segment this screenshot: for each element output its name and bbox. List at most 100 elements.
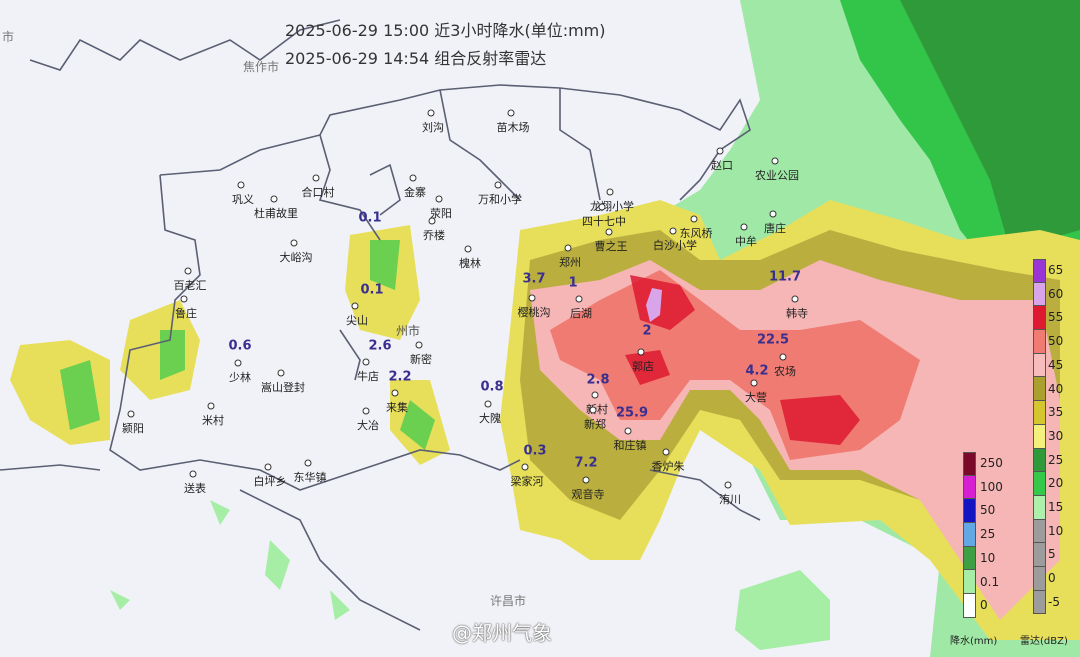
place-label: 龙翔小学	[590, 200, 634, 213]
place-label: 米村	[202, 414, 224, 427]
place-label: 郑州	[559, 256, 581, 269]
legend-label: 15	[1048, 500, 1064, 514]
legend-label: 20	[1048, 476, 1064, 491]
place-label: 大隗	[479, 412, 501, 425]
place-marker-icon	[528, 294, 536, 302]
rainfall-value: 0.6	[228, 338, 252, 354]
place-label: 乔楼	[423, 229, 445, 242]
rainfall-value: 2.2	[388, 369, 412, 385]
place-marker-icon	[598, 203, 606, 211]
place-marker-icon	[582, 476, 590, 484]
place-marker-icon	[362, 358, 370, 366]
legend-swatch	[1033, 543, 1046, 567]
legend-swatch	[963, 594, 976, 618]
place-label: 送表	[184, 482, 206, 495]
place-label: 大峪沟	[279, 251, 313, 264]
place-marker-icon	[589, 406, 597, 414]
place-marker-icon	[591, 391, 599, 399]
legend-swatch	[1033, 519, 1046, 544]
echo-west	[10, 225, 450, 465]
legend-label: 50	[1048, 334, 1064, 349]
legend-label: 50	[980, 503, 996, 518]
place-marker-icon	[184, 267, 192, 275]
place-label: 香炉朱	[651, 460, 685, 473]
place-marker-icon	[779, 353, 787, 361]
legend-label: 10	[1048, 523, 1064, 538]
place-label: 四十七中	[582, 215, 626, 228]
legend-label: 25	[980, 527, 996, 542]
city-label: 焦作市	[243, 60, 280, 74]
place-marker-icon	[669, 227, 677, 235]
place-marker-icon	[409, 174, 417, 182]
place-marker-icon	[724, 481, 732, 489]
place-marker-icon	[605, 228, 613, 236]
place-marker-icon	[189, 470, 197, 478]
rainfall-value: 0.1	[360, 282, 384, 298]
place-marker-icon	[662, 448, 670, 456]
place-label: 金寨	[404, 186, 426, 199]
legend-precipitation-caption: 降水(mm)	[950, 636, 998, 647]
place-marker-icon	[521, 463, 529, 471]
rainfall-value: 4.2	[745, 363, 769, 379]
place-label: 杜甫故里	[254, 207, 298, 220]
place-marker-icon	[464, 245, 472, 253]
legend-label: 45	[1048, 357, 1064, 372]
rainfall-value: 3.7	[522, 271, 546, 287]
place-label: 中牟	[735, 235, 757, 248]
place-marker-icon	[391, 389, 399, 397]
place-label: 来集	[386, 401, 408, 414]
place-label: 嵩山登封	[261, 381, 305, 394]
legend-radar	[1033, 259, 1046, 615]
legend-swatch	[1033, 448, 1046, 473]
place-marker-icon	[290, 239, 298, 247]
place-label: 后湖	[570, 307, 592, 320]
echo-purple	[646, 288, 662, 322]
place-label: 观音寺	[571, 488, 605, 501]
legend-swatch	[963, 475, 976, 500]
place-label: 颍阳	[122, 422, 144, 435]
rainfall-value: 0.8	[480, 379, 504, 395]
place-label: 槐林	[459, 257, 481, 270]
place-label: 苗木场	[496, 121, 530, 134]
place-label: 尖山	[346, 314, 368, 327]
place-marker-icon	[435, 195, 443, 203]
rainfall-value: 0.3	[523, 443, 547, 459]
place-marker-icon	[716, 147, 724, 155]
place-marker-icon	[277, 369, 285, 377]
place-marker-icon	[270, 195, 278, 203]
legend-label: 35	[1048, 405, 1064, 420]
place-marker-icon	[304, 459, 312, 467]
place-label: 百老汇	[173, 279, 207, 292]
place-label: 荥阳	[430, 207, 452, 220]
place-marker-icon	[264, 463, 272, 471]
legend-radar-caption: 雷达(dBZ)	[1020, 636, 1068, 647]
rainfall-value: 22.5	[756, 332, 790, 348]
place-marker-icon	[180, 295, 188, 303]
place-label: 和庄镇	[613, 439, 647, 452]
place-label: 东华镇	[293, 471, 327, 484]
place-label: 郭店	[632, 360, 654, 373]
place-marker-icon	[494, 181, 502, 189]
legend-label: -5	[1048, 594, 1060, 609]
place-marker-icon	[740, 223, 748, 231]
legend-swatch	[1033, 259, 1046, 283]
place-marker-icon	[415, 341, 423, 349]
echo-dark-green	[900, 0, 1080, 250]
place-label: 巩义	[232, 193, 254, 206]
legend-swatch	[963, 523, 976, 547]
legend-swatch	[1033, 353, 1046, 378]
place-label: 牛店	[357, 370, 379, 383]
rainfall-value: 2.6	[368, 338, 392, 354]
place-marker-icon	[575, 295, 583, 303]
place-label: 农场	[774, 365, 796, 378]
county-boundaries	[0, 19, 761, 631]
place-label: 新密	[410, 353, 432, 366]
place-label: 东风桥	[679, 227, 713, 240]
legend-swatch	[1033, 401, 1046, 425]
legend-label: 40	[1048, 381, 1064, 396]
city-label: 市	[2, 30, 15, 44]
rainfall-value: 2.8	[586, 372, 610, 388]
echo-west-green	[60, 240, 435, 450]
legend-label: 100	[980, 479, 1003, 494]
